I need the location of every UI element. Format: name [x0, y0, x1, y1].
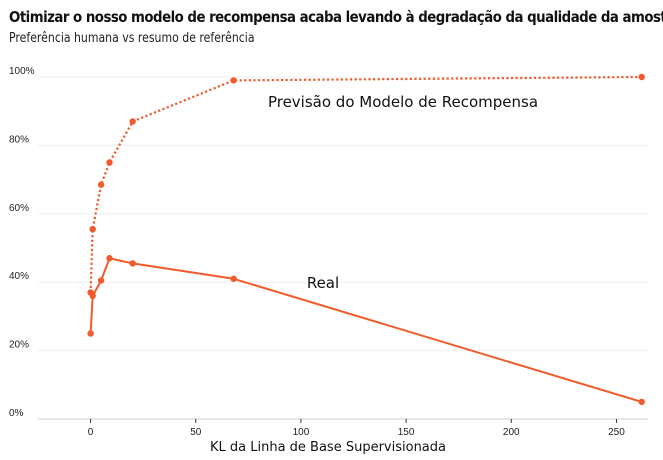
series-1-point [97, 277, 105, 284]
series-1-point [87, 330, 94, 337]
annotation-real: Real [307, 274, 339, 292]
series-0-point [638, 73, 645, 81]
x-tick-label: 150 [398, 427, 415, 438]
y-tick-label: 60% [9, 203, 29, 214]
chart-subtitle: Preferência humana vs resumo de referênc… [9, 31, 255, 46]
annotations: Previsão do Modelo de Recompensa Real [268, 93, 538, 292]
series-0-point [129, 118, 136, 125]
x-tick-label: 50 [190, 427, 202, 438]
series-line-1 [89, 257, 642, 403]
annotation-reward-model: Previsão do Modelo de Recompensa [268, 93, 538, 111]
x-tick-label: 200 [503, 427, 520, 438]
x-axis-label: KL da Linha de Base Supervisionada [210, 440, 446, 455]
chart-title: Otimizar o nosso modelo de recompensa ac… [9, 8, 663, 26]
series-0-point [89, 225, 96, 233]
y-tick-label: 40% [9, 271, 29, 282]
series-1-point [129, 260, 136, 267]
y-tick-label: 20% [9, 340, 29, 351]
x-axis: 0 50 100 150 200 250 [88, 419, 625, 438]
y-tick-label: 80% [9, 134, 29, 145]
y-tick-label: 100% [9, 66, 35, 77]
x-tick-label: 0 [88, 427, 94, 438]
series-0-point [106, 159, 113, 166]
x-tick-label: 250 [608, 427, 625, 438]
series-1-point [230, 275, 237, 282]
x-tick-label: 100 [293, 427, 310, 438]
series-1-point [89, 292, 96, 300]
series-0-point [230, 77, 237, 84]
y-axis: 0% 20% 40% 60% 80% 100% [9, 66, 35, 419]
series-0-point [97, 181, 105, 188]
series-1-point [106, 255, 113, 262]
grid [38, 76, 648, 420]
series-1-point [638, 398, 645, 406]
series-layer [87, 73, 645, 406]
y-tick-label: 0% [9, 408, 24, 419]
